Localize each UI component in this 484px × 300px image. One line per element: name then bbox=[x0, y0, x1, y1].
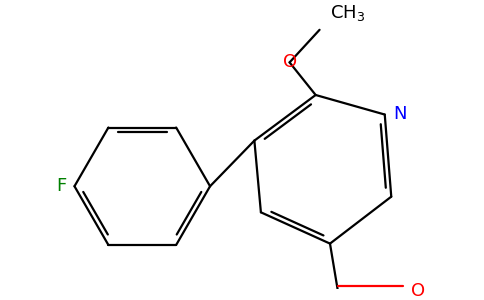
Text: F: F bbox=[56, 177, 66, 195]
Text: O: O bbox=[411, 281, 425, 299]
Text: O: O bbox=[283, 53, 297, 71]
Text: N: N bbox=[393, 105, 407, 123]
Text: CH$_3$: CH$_3$ bbox=[330, 3, 365, 23]
